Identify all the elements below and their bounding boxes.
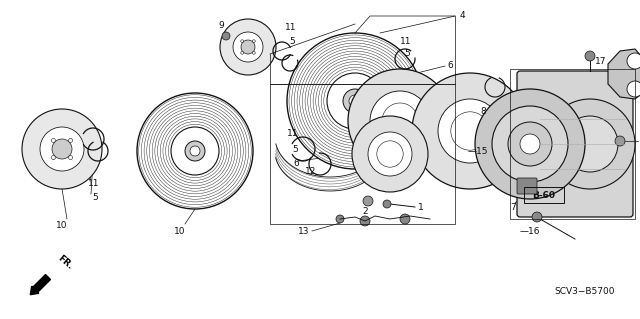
Circle shape: [484, 141, 492, 149]
Text: 1: 1: [418, 203, 424, 211]
Circle shape: [363, 196, 373, 206]
Text: 5: 5: [92, 192, 98, 202]
Circle shape: [51, 138, 56, 143]
Text: 5: 5: [289, 36, 295, 46]
Circle shape: [615, 136, 625, 146]
Text: 12: 12: [305, 167, 316, 175]
Circle shape: [492, 106, 568, 182]
Text: 7: 7: [510, 203, 516, 211]
FancyBboxPatch shape: [517, 71, 633, 217]
Circle shape: [222, 32, 230, 40]
Circle shape: [545, 99, 635, 189]
Circle shape: [171, 127, 219, 175]
Bar: [270, 84, 455, 224]
Circle shape: [400, 214, 410, 224]
Text: 4: 4: [460, 11, 466, 20]
Text: 8: 8: [480, 107, 486, 115]
Text: —16: —16: [520, 226, 541, 235]
Circle shape: [627, 81, 640, 97]
Text: —15: —15: [468, 146, 488, 155]
Circle shape: [370, 91, 430, 151]
Circle shape: [241, 51, 244, 54]
Text: SCV3−B5700: SCV3−B5700: [554, 286, 615, 295]
Bar: [510, 69, 635, 219]
Text: 6: 6: [293, 159, 299, 167]
Circle shape: [412, 73, 528, 189]
Circle shape: [287, 33, 423, 169]
Circle shape: [68, 138, 72, 143]
Text: 5: 5: [404, 49, 410, 58]
Text: 11: 11: [88, 180, 99, 189]
Text: 10: 10: [174, 226, 186, 235]
Circle shape: [475, 89, 585, 199]
Circle shape: [40, 127, 84, 171]
Circle shape: [252, 51, 255, 54]
Circle shape: [185, 141, 205, 161]
Text: FR.: FR.: [56, 254, 74, 271]
Text: 11: 11: [287, 130, 298, 138]
Circle shape: [327, 73, 383, 129]
Text: 13: 13: [298, 226, 310, 235]
Circle shape: [508, 122, 552, 166]
Text: 11: 11: [400, 38, 412, 47]
Circle shape: [438, 99, 502, 163]
Circle shape: [585, 51, 595, 61]
Circle shape: [51, 156, 56, 160]
Text: B-60: B-60: [532, 190, 556, 199]
Text: 17: 17: [595, 56, 607, 65]
Circle shape: [491, 107, 499, 115]
Text: 2: 2: [362, 206, 367, 216]
Circle shape: [383, 200, 391, 208]
Circle shape: [336, 215, 344, 223]
FancyBboxPatch shape: [517, 178, 537, 194]
Circle shape: [532, 212, 542, 222]
Circle shape: [343, 89, 367, 113]
Circle shape: [68, 156, 72, 160]
Circle shape: [348, 69, 452, 173]
Circle shape: [252, 40, 255, 42]
FancyArrow shape: [30, 275, 51, 295]
Text: 5: 5: [292, 145, 298, 153]
Circle shape: [233, 32, 263, 62]
Circle shape: [360, 216, 370, 226]
Circle shape: [52, 139, 72, 159]
Text: 9: 9: [218, 21, 224, 31]
Polygon shape: [608, 49, 640, 99]
Circle shape: [22, 109, 102, 189]
Circle shape: [349, 95, 361, 107]
Circle shape: [220, 19, 276, 75]
Text: 11: 11: [285, 24, 296, 33]
Circle shape: [137, 93, 253, 209]
Text: 6: 6: [447, 62, 452, 70]
Circle shape: [241, 40, 255, 54]
Text: 10: 10: [56, 221, 68, 231]
Circle shape: [241, 40, 244, 42]
Circle shape: [368, 132, 412, 176]
Circle shape: [520, 134, 540, 154]
Circle shape: [627, 53, 640, 69]
Circle shape: [190, 146, 200, 156]
Circle shape: [352, 116, 428, 192]
Circle shape: [562, 116, 618, 172]
